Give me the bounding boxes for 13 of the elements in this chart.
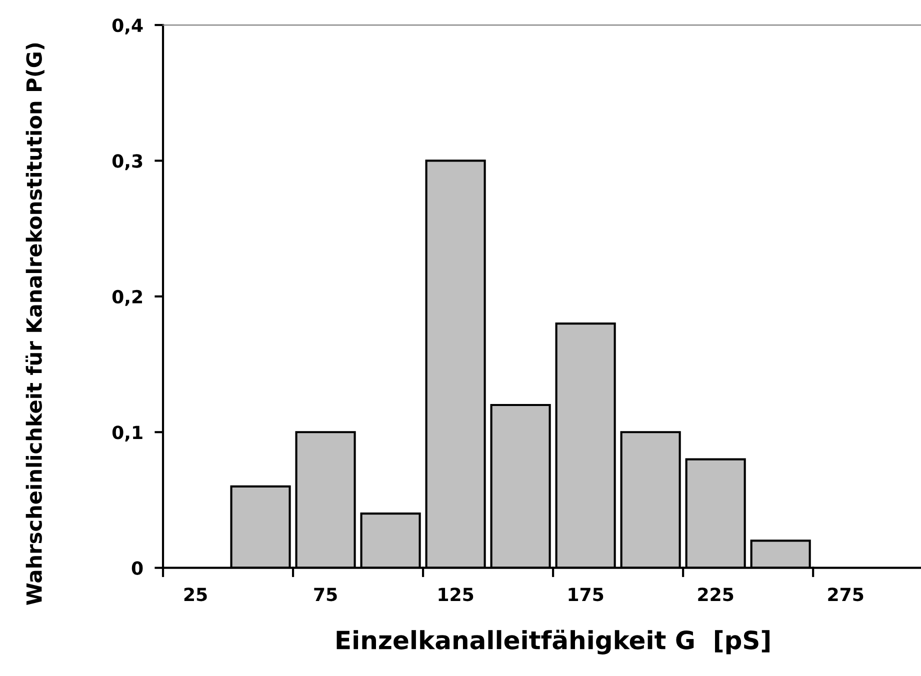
y-tick-label: 0,3 <box>112 154 142 170</box>
x-tick-label: 175 <box>568 588 604 602</box>
y-tick-label: 0 <box>132 561 143 575</box>
y-tick-label: 0,2 <box>112 290 142 306</box>
x-tick-label: 225 <box>698 588 734 602</box>
x-tick-label: 25 <box>184 588 207 602</box>
x-tick-label: 75 <box>314 588 337 602</box>
y-tick-label: 0,4 <box>112 18 143 34</box>
x-axis-title: Einzelkanalleitfähigkeit G [pS] <box>336 630 770 654</box>
x-tick-label: 125 <box>438 588 474 602</box>
x-tick-label: 275 <box>828 588 864 602</box>
y-axis-title: Wahrscheinlichkeit für Kanalrekonstitution P(G) <box>26 43 44 605</box>
y-tick-label: 0,1 <box>112 426 142 442</box>
